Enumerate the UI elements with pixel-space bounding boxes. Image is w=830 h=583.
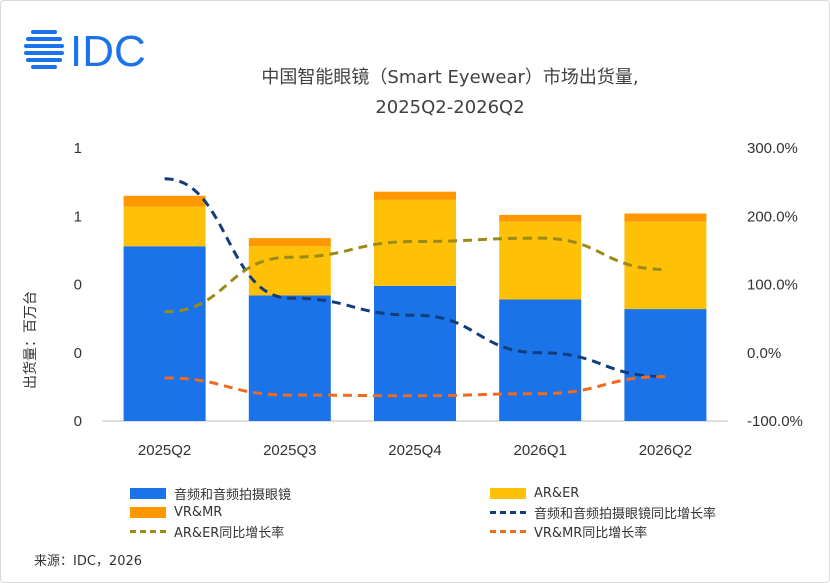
legend-swatch	[490, 487, 526, 499]
legend-label: AR&ER	[534, 485, 580, 501]
legend-item: 音频和音频拍摄眼镜同比增长率	[490, 503, 717, 522]
y2-tick-label: 200.0%	[747, 208, 798, 225]
y-tick-label: 1	[74, 208, 82, 225]
legend-item: AR&ER同比增长率	[130, 522, 285, 541]
y-tick-label: 0	[74, 345, 82, 362]
bar-audio	[624, 309, 707, 421]
bar-arer	[374, 199, 456, 286]
y2-tick-label: 0.0%	[747, 345, 781, 362]
legend-item: AR&ER	[490, 484, 579, 502]
idc-logo: IDC	[24, 27, 146, 74]
y2-tick-label: 100.0%	[747, 277, 798, 294]
globe-icon	[24, 30, 64, 69]
legend-label: VR&MR	[174, 504, 223, 520]
legend-swatch	[130, 487, 166, 499]
line-arer-yoy	[164, 236, 666, 314]
bar-vrmr	[499, 214, 582, 222]
line-audio-yoy	[164, 177, 666, 379]
legend-swatch	[490, 510, 526, 514]
line-vrmr-yoy	[164, 375, 666, 398]
x-tick-label: 2026Q2	[639, 442, 692, 459]
y2-tick-label: 300.0%	[747, 140, 798, 157]
bar-audio	[499, 299, 582, 421]
bar-audio	[374, 285, 456, 421]
legend-item: 音频和音频拍摄眼镜	[130, 484, 292, 503]
bar-audio	[248, 295, 331, 421]
legend-label: 音频和音频拍摄眼镜	[174, 487, 292, 503]
legend-label: 音频和音频拍摄眼镜同比增长率	[534, 506, 717, 522]
legend-swatch	[130, 529, 166, 533]
legend-item: VR&MR	[130, 503, 222, 521]
bar-arer	[624, 221, 707, 310]
x-tick-label: 2025Q3	[263, 442, 316, 459]
y-tick-label: 0	[74, 277, 82, 294]
bar-arer	[123, 206, 206, 247]
legend-swatch	[130, 506, 166, 518]
chart-title-line1: 中国智能眼镜（Smart Eyewear）市场出货量,	[261, 67, 639, 88]
bar-vrmr	[624, 213, 707, 222]
legend-item: VR&MR同比增长率	[490, 522, 648, 541]
bar-audio	[123, 246, 206, 421]
bar-vrmr	[374, 191, 456, 200]
legend-label: VR&MR同比增长率	[534, 525, 648, 541]
x-tick-label: 2025Q4	[388, 442, 441, 459]
legend-swatch	[490, 529, 526, 533]
legend-label: AR&ER同比增长率	[174, 525, 285, 541]
y2-tick-label: -100.0%	[747, 413, 803, 430]
bar-vrmr	[248, 238, 331, 247]
y-tick-label: 0	[74, 413, 82, 430]
source-note: 来源：IDC，2026	[34, 554, 143, 569]
chart-title-line2: 2025Q2-2026Q2	[375, 97, 525, 118]
logo-text: IDC	[70, 27, 146, 74]
x-tick-label: 2025Q2	[138, 442, 191, 459]
x-tick-label: 2026Q1	[514, 442, 567, 459]
y-tick-label: 1	[74, 140, 82, 157]
bar-vrmr	[123, 195, 206, 207]
bar-arer	[499, 221, 582, 300]
